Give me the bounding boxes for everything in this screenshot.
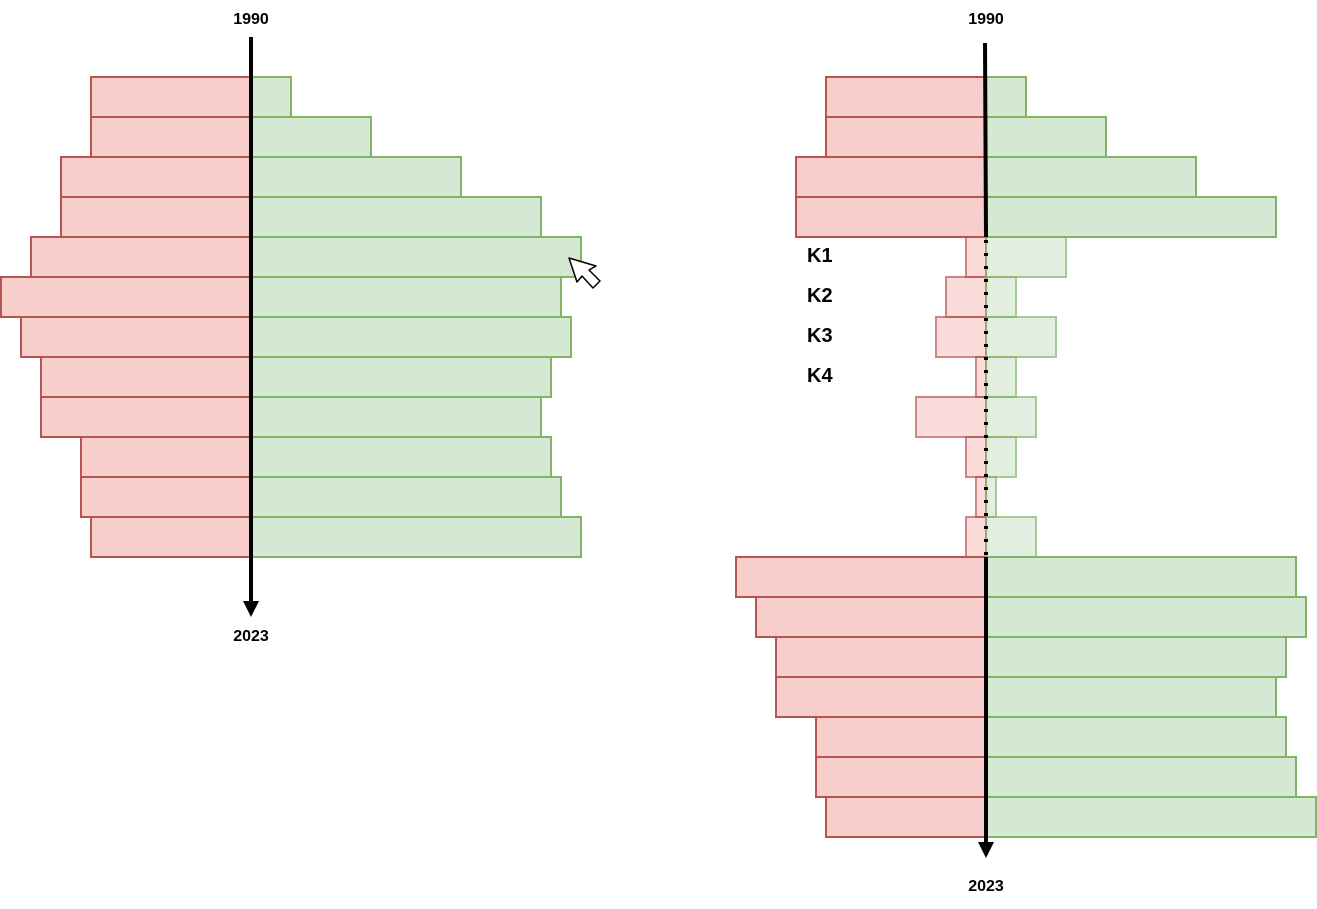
- right-row-8-positive-bar: [985, 356, 1017, 398]
- right-row-18-negative-bar: [815, 756, 987, 798]
- right-row-4-negative-bar: [795, 196, 987, 238]
- left-row-9-positive-bar: [250, 396, 542, 438]
- right-row-8-negative-bar: [975, 356, 987, 398]
- right-row-9-negative-bar: [915, 396, 987, 438]
- right-row-17-negative-bar: [815, 716, 987, 758]
- right-row-15-positive-bar: [985, 636, 1287, 678]
- left-row-11-positive-bar: [250, 476, 562, 518]
- right-bar-rows: [735, 76, 1317, 838]
- right-row-7-positive-bar: [985, 316, 1057, 358]
- left-row-5-positive-bar: [250, 236, 582, 278]
- right-row-1-positive-bar: [985, 76, 1027, 118]
- right-row-12-positive-bar: [985, 516, 1037, 558]
- left-axis-start-label: 1990: [233, 11, 269, 28]
- right-row-16-positive-bar: [985, 676, 1277, 718]
- arrow-cursor-icon: [568, 257, 601, 289]
- right-axis-end-label: 2023: [968, 878, 1004, 895]
- right-row-13-positive-bar: [985, 556, 1297, 598]
- right-row-14-negative-bar: [755, 596, 987, 638]
- left-row-4-positive-bar: [250, 196, 542, 238]
- left-row-1-negative-bar: [90, 76, 252, 118]
- left-row-8-negative-bar: [40, 356, 252, 398]
- right-row-17-positive-bar: [985, 716, 1287, 758]
- left-row-2-negative-bar: [90, 116, 252, 158]
- right-diagram: 1990 2023 K1 K2 K3 K4: [735, 11, 1317, 895]
- left-row-8-positive-bar: [250, 356, 552, 398]
- left-row-2-positive-bar: [250, 116, 372, 158]
- right-row-5-positive-bar: [985, 236, 1067, 278]
- right-row-9-positive-bar: [985, 396, 1037, 438]
- right-row-11-positive-bar: [985, 476, 997, 518]
- left-axis-arrowhead: [243, 601, 259, 617]
- left-row-1-positive-bar: [250, 76, 292, 118]
- right-row-14-positive-bar: [985, 596, 1307, 638]
- left-row-7-negative-bar: [20, 316, 252, 358]
- left-bar-rows: [0, 76, 582, 558]
- right-row-19-negative-bar: [825, 796, 987, 838]
- left-row-4-negative-bar: [60, 196, 252, 238]
- right-row-12-negative-bar: [965, 516, 987, 558]
- row-label-k3: K3: [807, 325, 833, 347]
- left-row-5-negative-bar: [30, 236, 252, 278]
- right-row-15-negative-bar: [775, 636, 987, 678]
- right-axis-arrowhead: [978, 842, 994, 858]
- right-row-7-negative-bar: [935, 316, 987, 358]
- left-row-3-positive-bar: [250, 156, 462, 198]
- right-row-10-negative-bar: [965, 436, 987, 478]
- right-row-13-negative-bar: [735, 556, 987, 598]
- row-label-k4: K4: [807, 365, 833, 387]
- right-row-3-positive-bar: [985, 156, 1197, 198]
- left-row-3-negative-bar: [60, 156, 252, 198]
- left-row-10-negative-bar: [80, 436, 252, 478]
- right-row-2-positive-bar: [985, 116, 1107, 158]
- row-label-k2: K2: [807, 285, 833, 307]
- right-row-6-negative-bar: [945, 276, 987, 318]
- right-row-16-negative-bar: [775, 676, 987, 718]
- right-row-18-positive-bar: [985, 756, 1297, 798]
- right-row-4-positive-bar: [985, 196, 1277, 238]
- right-axis-start-label: 1990: [968, 11, 1004, 28]
- row-label-k1: K1: [807, 245, 833, 267]
- right-row-2-negative-bar: [825, 116, 987, 158]
- left-row-9-negative-bar: [40, 396, 252, 438]
- right-row-10-positive-bar: [985, 436, 1017, 478]
- right-row-3-negative-bar: [795, 156, 987, 198]
- left-axis-end-label: 2023: [233, 628, 269, 645]
- left-row-10-positive-bar: [250, 436, 552, 478]
- left-row-12-negative-bar: [90, 516, 252, 558]
- right-row-1-negative-bar: [825, 76, 987, 118]
- left-diagram: 1990 2023: [0, 11, 582, 645]
- right-row-19-positive-bar: [985, 796, 1317, 838]
- right-timeline-axis: [983, 42, 988, 238]
- left-row-7-positive-bar: [250, 316, 572, 358]
- left-row-12-positive-bar: [250, 516, 582, 558]
- right-row-5-negative-bar: [965, 236, 987, 278]
- right-row-6-positive-bar: [985, 276, 1017, 318]
- left-row-11-negative-bar: [80, 476, 252, 518]
- left-row-6-positive-bar: [250, 276, 562, 318]
- right-row-11-negative-bar: [975, 476, 987, 518]
- left-row-6-negative-bar: [0, 276, 252, 318]
